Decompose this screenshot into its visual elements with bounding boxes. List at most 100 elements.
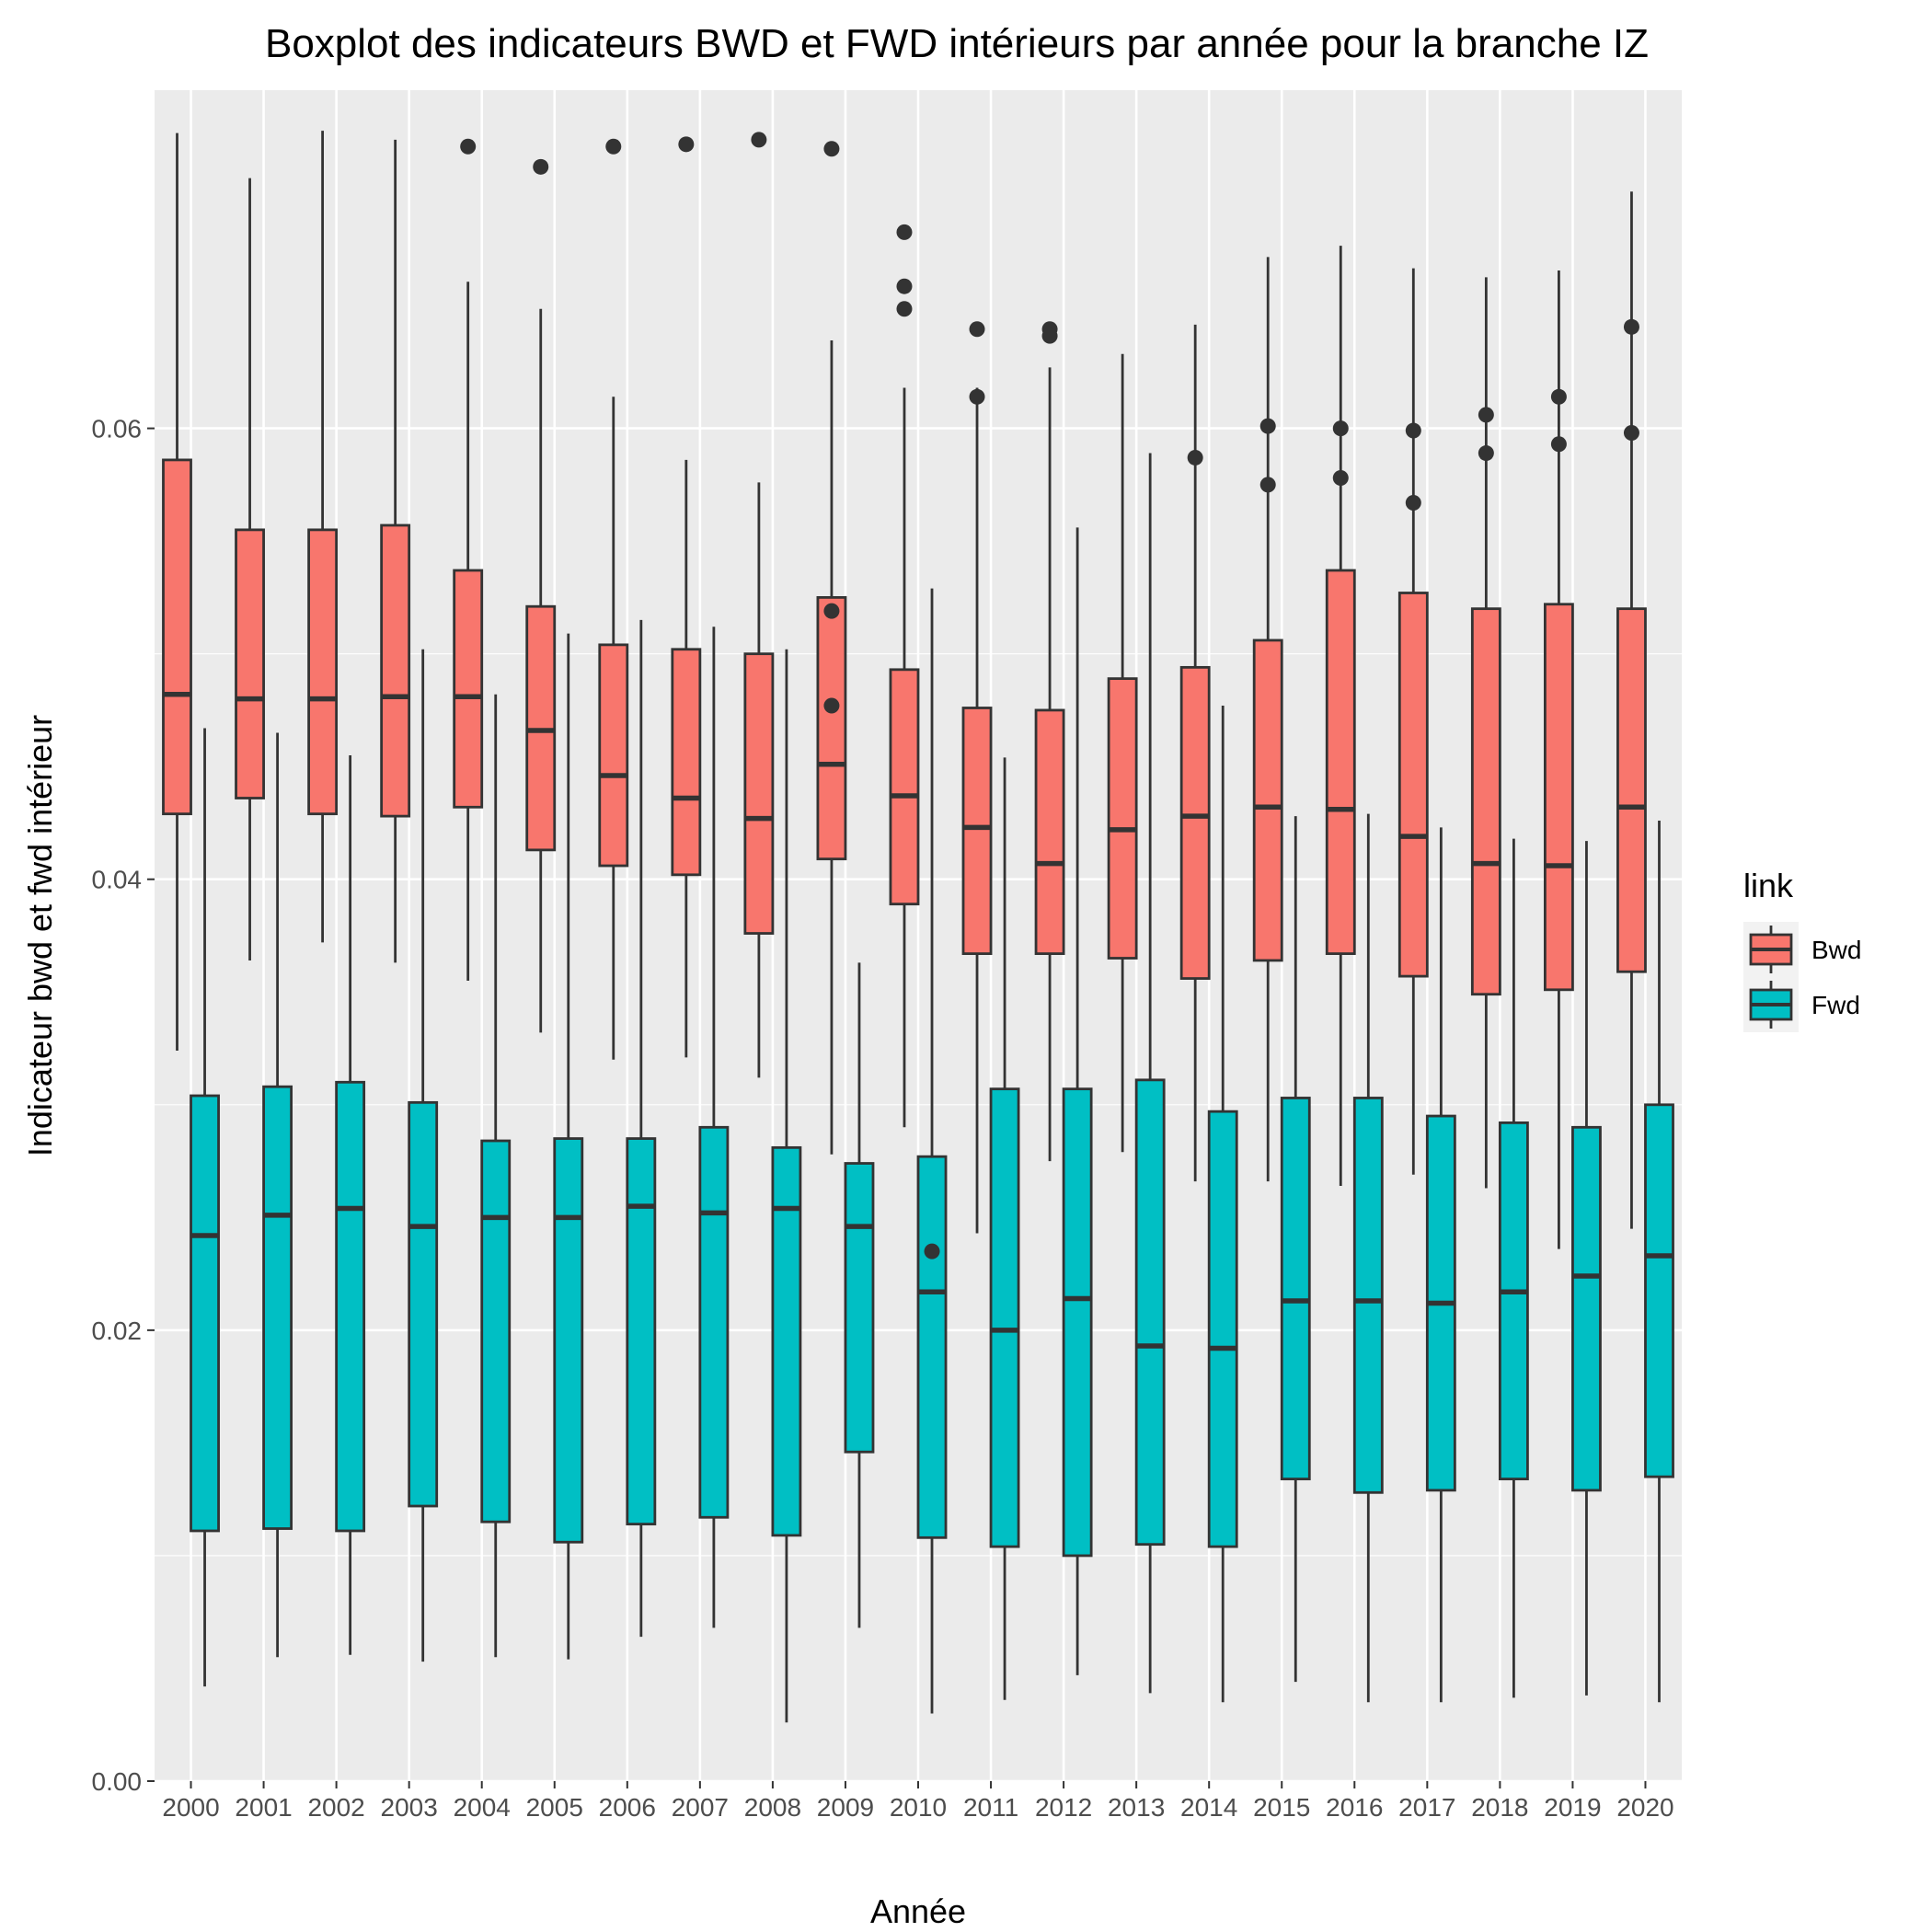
x-tick-label: 2014 — [1180, 1793, 1237, 1822]
box-iqr — [626, 1137, 657, 1526]
box-iqr — [698, 1125, 730, 1519]
box-iqr — [1179, 665, 1211, 980]
box-iqr — [1107, 677, 1138, 960]
outlier-point — [1332, 470, 1349, 487]
y-tick-label: 0.04 — [92, 866, 143, 894]
bwd-box-2003 — [380, 139, 411, 963]
x-tick-label: 2000 — [162, 1793, 219, 1822]
fwd-box-2013 — [1134, 453, 1166, 1694]
fwd-box-2007 — [698, 627, 730, 1628]
fwd-box-2011 — [989, 757, 1020, 1700]
box-iqr — [1616, 607, 1647, 973]
y-tick-label: 0.02 — [92, 1317, 143, 1345]
outlier-point — [896, 301, 913, 317]
bwd-box-2005 — [525, 158, 557, 1033]
legend-item-bwd: Bwd — [1743, 922, 1861, 977]
bwd-box-2014 — [1179, 324, 1211, 1182]
box-iqr — [743, 652, 775, 935]
y-axis: 0.00 0.02 0.04 0.06 — [92, 415, 155, 1796]
bwd-box-2010 — [889, 224, 920, 1128]
bwd-box-2002 — [307, 131, 339, 943]
x-tick-label: 2004 — [454, 1793, 511, 1822]
outlier-point — [1478, 407, 1494, 423]
box-iqr — [961, 707, 993, 956]
x-tick-label: 2019 — [1544, 1793, 1601, 1822]
outlier-point — [823, 603, 840, 619]
y-axis-title: Indicateur bwd et fwd intérieur — [21, 715, 59, 1156]
legend-item-fwd: Fwd — [1743, 977, 1860, 1032]
x-axis-title: Année — [870, 1892, 966, 1930]
box-iqr — [1352, 1097, 1384, 1494]
box-iqr — [771, 1145, 802, 1537]
outlier-point — [924, 1243, 940, 1259]
outlier-point — [533, 158, 549, 175]
bwd-box-2011 — [961, 321, 993, 1234]
outlier-point — [896, 224, 913, 240]
outlier-point — [969, 321, 985, 338]
outlier-point — [1405, 494, 1421, 511]
x-tick-label: 2018 — [1471, 1793, 1528, 1822]
outlier-point — [1623, 318, 1639, 335]
x-tick-label: 2007 — [672, 1793, 729, 1822]
x-tick-label: 2020 — [1616, 1793, 1673, 1822]
outlier-point — [1623, 425, 1639, 442]
fwd-box-2014 — [1207, 706, 1238, 1703]
fwd-box-2002 — [335, 754, 366, 1655]
outlier-point — [1405, 422, 1421, 439]
x-axis: 2000 2001 2002 2003 2004 2005 2006 2007 2008 2009… — [162, 1781, 1674, 1822]
outlier-point — [1187, 449, 1203, 466]
box-iqr — [598, 643, 629, 868]
box-iqr — [671, 648, 702, 877]
outlier-point — [1041, 328, 1058, 344]
bwd-box-2000 — [162, 132, 192, 1051]
box-iqr — [889, 668, 920, 906]
box-iqr — [553, 1137, 584, 1544]
box-iqr — [235, 528, 265, 799]
box-iqr — [162, 458, 192, 816]
x-tick-label: 2003 — [381, 1793, 438, 1822]
box-iqr — [1325, 569, 1356, 956]
fwd-box-2001 — [262, 732, 293, 1658]
fwd-box-2008 — [771, 649, 802, 1723]
outlier-point — [1332, 420, 1349, 437]
legend-title: link — [1743, 867, 1794, 904]
outlier-point — [1550, 436, 1567, 453]
box-iqr — [1207, 1110, 1238, 1548]
legend-label: Fwd — [1811, 991, 1860, 1019]
x-tick-label: 2010 — [890, 1793, 947, 1822]
legend-label: Bwd — [1811, 936, 1861, 964]
x-tick-label: 2011 — [963, 1793, 1018, 1822]
bwd-box-2015 — [1252, 257, 1283, 1182]
box-iqr — [1571, 1125, 1602, 1492]
bwd-box-2019 — [1543, 270, 1574, 1249]
box-iqr — [1498, 1121, 1529, 1481]
box-layer — [162, 131, 1674, 1723]
bwd-box-2009 — [816, 141, 847, 1155]
y-tick-label: 0.00 — [92, 1767, 143, 1796]
outlier-point — [823, 697, 840, 714]
outlier-point — [678, 136, 695, 153]
box-iqr — [307, 528, 339, 816]
y-tick-label: 0.06 — [92, 415, 143, 443]
fwd-box-2017 — [1425, 827, 1456, 1703]
fwd-box-2009 — [844, 962, 875, 1628]
bwd-box-2018 — [1470, 277, 1501, 1189]
outlier-point — [896, 278, 913, 294]
x-tick-label: 2016 — [1326, 1793, 1383, 1822]
bwd-box-2004 — [453, 138, 484, 982]
box-iqr — [989, 1087, 1020, 1548]
fwd-box-2015 — [1280, 816, 1311, 1683]
outlier-point — [1478, 445, 1494, 462]
x-tick-label: 2005 — [526, 1793, 583, 1822]
box-iqr — [1034, 708, 1065, 956]
fwd-box-2003 — [408, 649, 439, 1662]
box-iqr — [1644, 1103, 1674, 1478]
box-iqr — [816, 596, 847, 861]
legend: link Bwd Fwd — [1743, 867, 1861, 1032]
bwd-box-2017 — [1397, 268, 1429, 1175]
fwd-box-2018 — [1498, 838, 1529, 1698]
x-tick-label: 2002 — [307, 1793, 364, 1822]
outlier-point — [751, 132, 767, 148]
x-tick-label: 2001 — [235, 1793, 292, 1822]
fwd-box-2020 — [1644, 821, 1674, 1703]
